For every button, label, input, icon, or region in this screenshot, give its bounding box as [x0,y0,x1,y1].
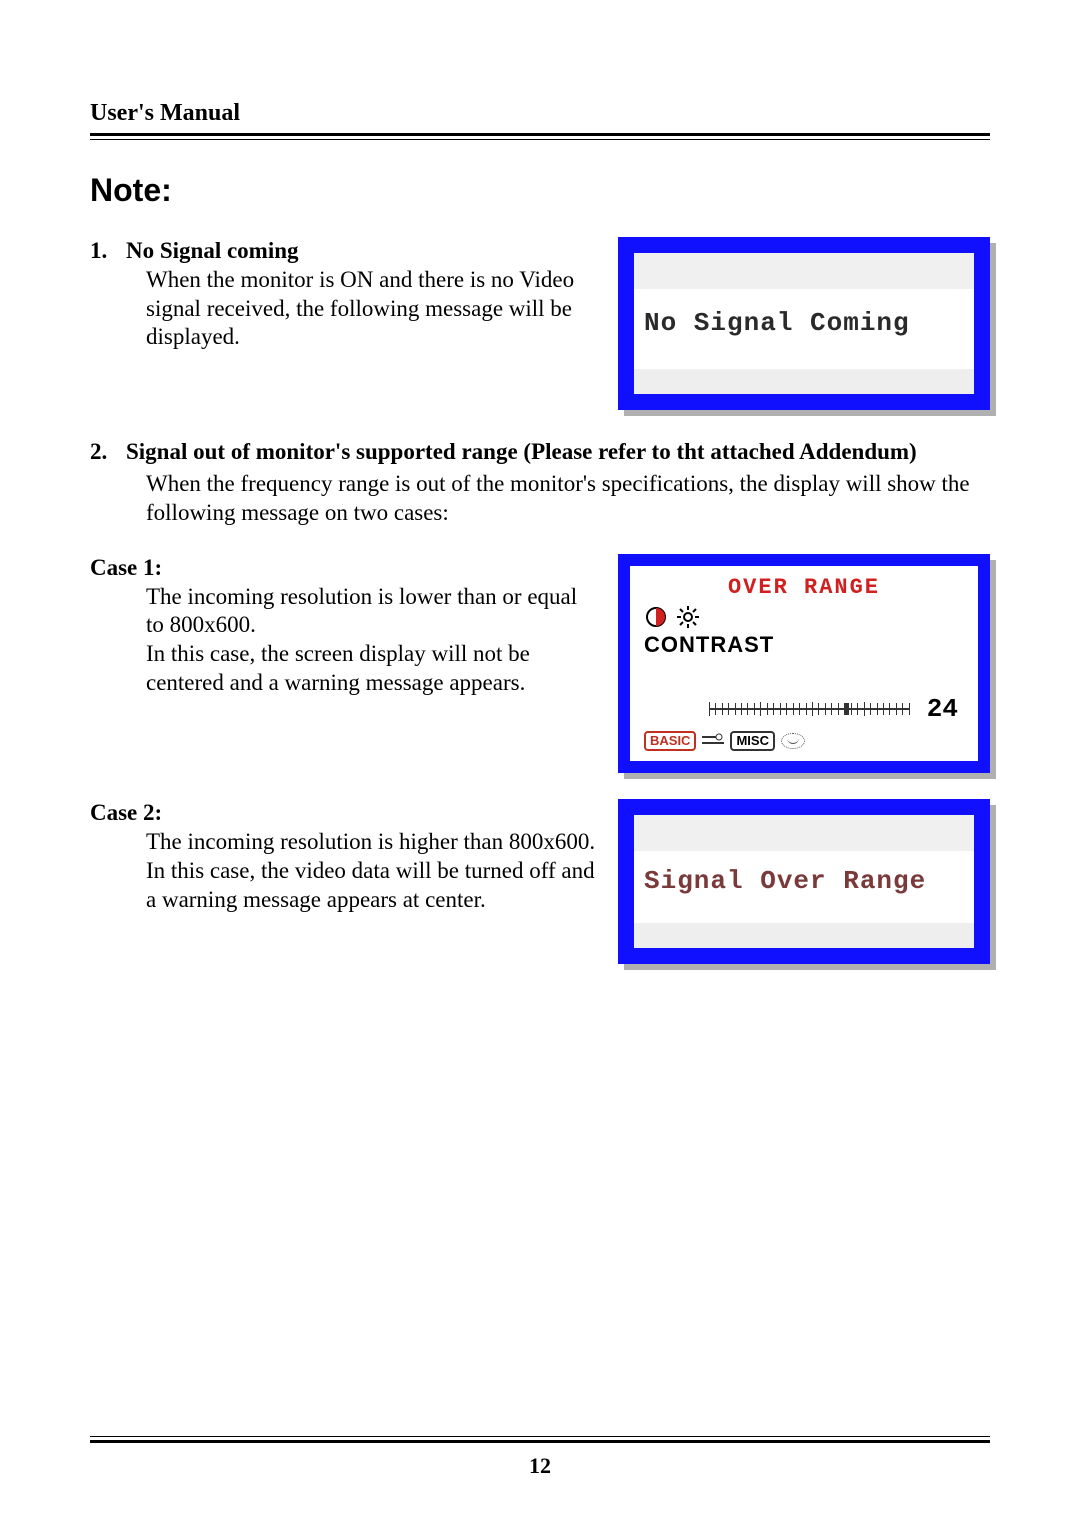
over-range-icons [644,605,964,629]
header-rule-thin [90,139,990,140]
case-1-body1: The incoming resolution is lower than or… [146,583,598,641]
osd-no-signal-bottombar [634,368,974,394]
half-circle-icon [644,605,668,629]
case-2-label: Case 2: [90,799,598,828]
item-2-title: Signal out of monitor's supported range … [126,438,990,467]
osd-over-range-frame: OVER RANGE [618,554,990,774]
contrast-slider[interactable] [709,700,909,718]
tab-misc[interactable]: MISC [730,731,775,751]
item-2-number: 2. [90,438,126,467]
case-1-row: Case 1: The incoming resolution is lower… [90,554,990,774]
note-heading: Note: [90,172,990,209]
case-1-label: Case 1: [90,554,598,583]
osd-signal-over-frame: Signal Over Range [618,799,990,964]
tab-basic[interactable]: BASIC [644,731,696,751]
contrast-slider-row: 24 [644,693,964,726]
item-1-text: 1. No Signal coming When the monitor is … [90,237,598,352]
case-2-body2: In this case, the video data will be tur… [146,857,598,915]
item-1-number: 1. [90,237,126,266]
case-1-text: Case 1: The incoming resolution is lower… [90,554,598,698]
footer-rule-thin [90,1436,990,1437]
contrast-value: 24 [927,693,958,726]
osd-signal-over: Signal Over Range [618,799,990,964]
osd-no-signal-topbar [634,253,974,289]
smile-icon [781,733,805,749]
brightness-icon [676,605,700,629]
notes-list: 1. No Signal coming When the monitor is … [90,237,990,964]
osd-over-range-inner: OVER RANGE [630,566,978,762]
osd-no-signal: No Signal Coming [618,237,990,410]
osd-signal-over-topbar [634,815,974,851]
item-2-body: When the frequency range is out of the m… [146,470,990,528]
osd-signal-over-inner: Signal Over Range [634,815,974,948]
osd-no-signal-inner: No Signal Coming [634,253,974,394]
osd-tab-row: BASIC MISC [644,731,964,751]
case-2-row: Case 2: The incoming resolution is highe… [90,799,990,964]
osd-over-range: OVER RANGE [618,554,990,774]
header-rule-thick [90,133,990,136]
osd-no-signal-message: No Signal Coming [634,289,974,368]
over-range-title: OVER RANGE [644,574,964,602]
case-1-body2: In this case, the screen display will no… [146,640,598,698]
item-2-block: 2. Signal out of monitor's supported ran… [90,438,990,528]
osd-signal-over-message: Signal Over Range [634,851,974,922]
manual-page: User's Manual Note: 1. No Signal coming … [0,0,1080,1529]
case-2-text: Case 2: The incoming resolution is highe… [90,799,598,914]
osd-spacer [644,659,964,693]
item-1-row: 1. No Signal coming When the monitor is … [90,237,990,410]
page-number: 12 [90,1453,990,1479]
footer-rule-thick [90,1440,990,1443]
contrast-label: CONTRAST [644,631,964,659]
tab-graphic-icon [702,732,724,750]
osd-signal-over-bottombar [634,922,974,948]
osd-no-signal-frame: No Signal Coming [618,237,990,410]
item-1-body: When the monitor is ON and there is no V… [146,266,598,352]
page-footer: 12 [90,1436,990,1479]
item-1-title: No Signal coming [126,237,598,266]
case-2-body1: The incoming resolution is higher than 8… [146,828,598,857]
page-header: User's Manual [90,100,990,127]
